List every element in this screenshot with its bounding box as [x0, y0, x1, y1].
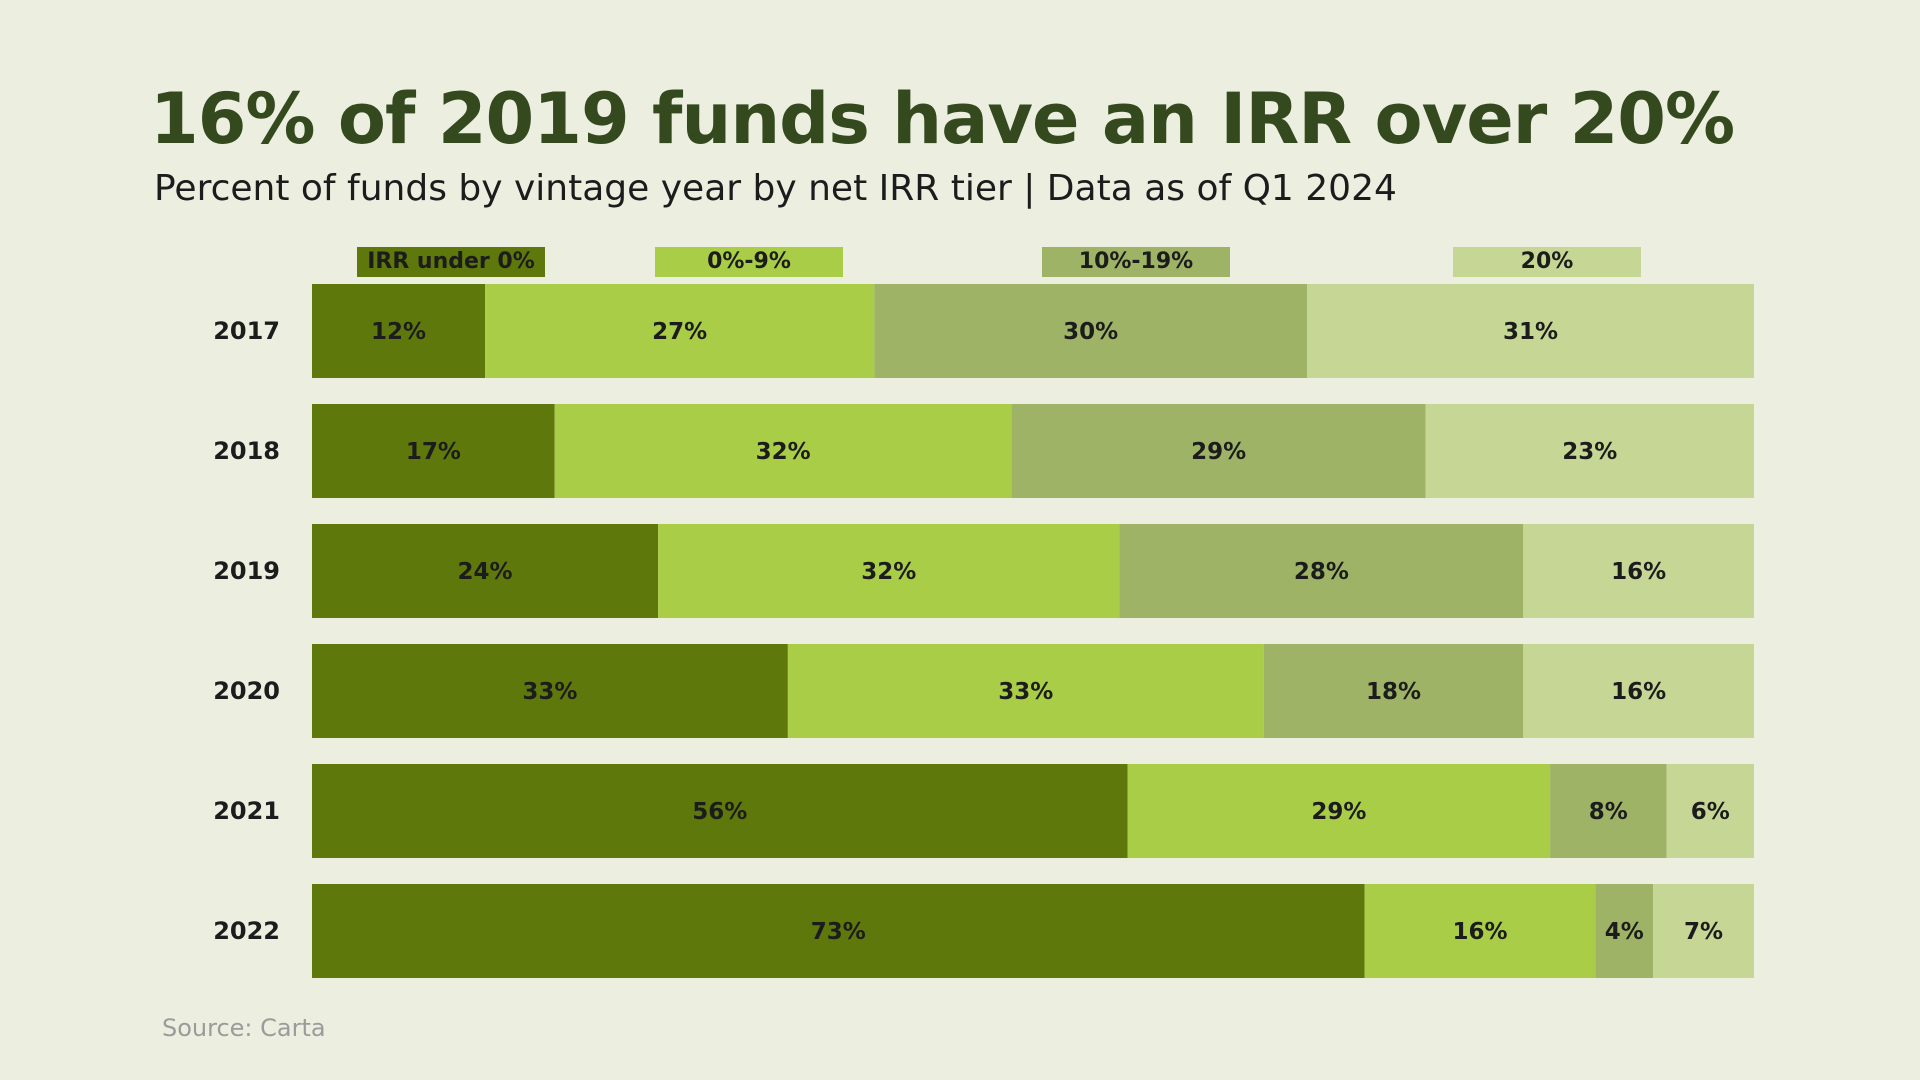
legend-item-0-9: 0%-9% [655, 247, 843, 277]
data-label-2018-s2: 29% [1191, 439, 1246, 465]
data-label-2019-s1: 32% [861, 559, 916, 585]
data-label-2019-s0: 24% [458, 559, 513, 585]
data-label-2020-s0: 33% [522, 679, 577, 705]
category-label-2021: 2021 [213, 797, 280, 825]
data-label-2022-s0: 73% [811, 919, 866, 945]
data-label-2021-s3: 6% [1691, 799, 1730, 825]
bar-segment-2018-s1 [554, 404, 1012, 498]
bar-segment-2019-s2 [1119, 524, 1524, 618]
bar-segment-2021-s3 [1666, 764, 1754, 858]
data-label-2018-s0: 17% [406, 439, 461, 465]
data-label-2017-s0: 12% [371, 319, 426, 345]
data-label-2021-s0: 56% [692, 799, 747, 825]
bar-segment-2017-s1 [485, 284, 875, 378]
data-label-2020-s3: 16% [1611, 679, 1666, 705]
bar-segment-2019-s0 [312, 524, 659, 618]
data-label-2022-s2: 4% [1605, 919, 1644, 945]
data-label-2018-s1: 32% [756, 439, 811, 465]
data-label-2020-s2: 18% [1366, 679, 1421, 705]
data-label-2021-s1: 29% [1311, 799, 1366, 825]
category-label-2018: 2018 [213, 437, 280, 465]
bar-segment-2018-s2 [1011, 404, 1426, 498]
bar-segment-2017-s2 [874, 284, 1307, 378]
data-label-2022-s1: 16% [1452, 919, 1507, 945]
data-label-2019-s2: 28% [1294, 559, 1349, 585]
chart-subtitle: Percent of funds by vintage year by net … [154, 168, 1397, 209]
bar-segment-2022-s0 [312, 884, 1365, 978]
bar-segment-2021-s2 [1550, 764, 1667, 858]
data-label-2017-s3: 31% [1503, 319, 1558, 345]
bar-segment-2017-s0 [312, 284, 486, 378]
bar-segment-2019-s3 [1523, 524, 1754, 618]
data-label-2019-s3: 16% [1611, 559, 1666, 585]
bar-segment-2022-s1 [1364, 884, 1596, 978]
data-label-2022-s3: 7% [1684, 919, 1723, 945]
bar-segment-2020-s1 [787, 644, 1264, 738]
bar-segment-2022-s2 [1595, 884, 1654, 978]
data-label-2020-s1: 33% [998, 679, 1053, 705]
data-label-2017-s2: 30% [1063, 319, 1118, 345]
bar-segment-2020-s3 [1523, 644, 1754, 738]
legend-item-irr-under-0: IRR under 0% [357, 247, 545, 277]
bar-segment-2018-s3 [1425, 404, 1754, 498]
legend-item-20: 20% [1453, 247, 1641, 277]
bar-segment-2020-s0 [312, 644, 788, 738]
source-note: Source: Carta [162, 1014, 326, 1042]
category-label-2020: 2020 [213, 677, 280, 705]
data-label-2021-s2: 8% [1589, 799, 1628, 825]
data-label-2018-s3: 23% [1562, 439, 1617, 465]
bar-segment-2021-s1 [1127, 764, 1551, 858]
category-label-2019: 2019 [213, 557, 280, 585]
bar-segment-2019-s1 [658, 524, 1120, 618]
bar-segment-2018-s0 [312, 404, 555, 498]
bar-segment-2020-s2 [1263, 644, 1524, 738]
bar-segment-2022-s3 [1653, 884, 1754, 978]
data-label-2017-s1: 27% [652, 319, 707, 345]
bar-segment-2017-s3 [1306, 284, 1754, 378]
bar-segment-2021-s0 [312, 764, 1128, 858]
chart-title: 16% of 2019 funds have an IRR over 20% [150, 78, 1735, 160]
category-label-2017: 2017 [213, 317, 280, 345]
legend-item-10-19: 10%-19% [1042, 247, 1230, 277]
category-label-2022: 2022 [213, 917, 280, 945]
